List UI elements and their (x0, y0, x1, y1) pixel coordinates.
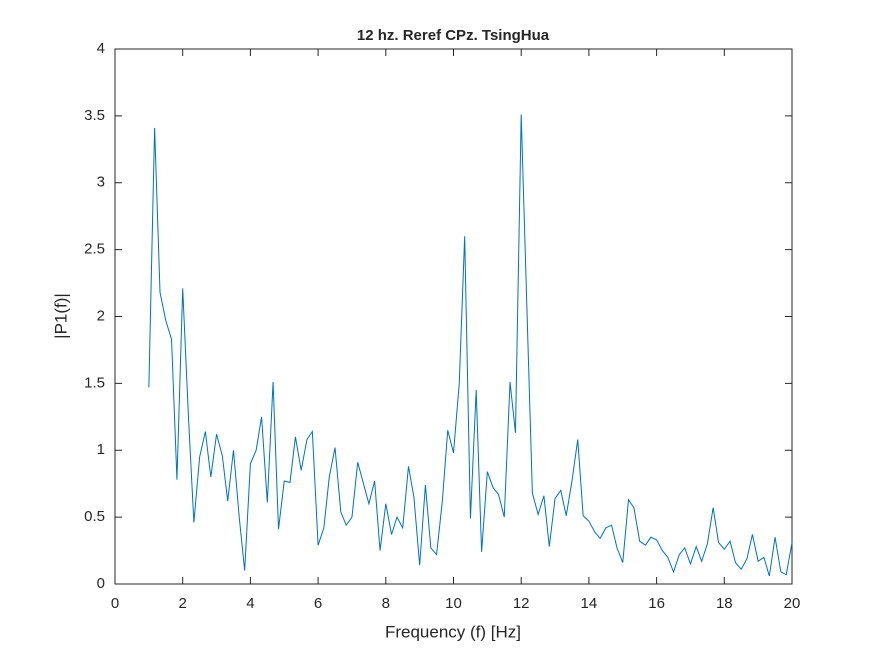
data-line (148, 114, 793, 577)
y-tick-label: 2.5 (84, 241, 105, 258)
x-tick-label: 0 (111, 595, 119, 612)
x-tick-label: 6 (314, 595, 322, 612)
x-tick-label: 20 (784, 595, 801, 612)
x-tick-label: 2 (179, 595, 187, 612)
y-tick-label: 3 (97, 174, 105, 191)
x-tick-label: 16 (648, 595, 665, 612)
x-axis-label: Frequency (f) [Hz] (385, 622, 521, 641)
y-tick-label: 1.5 (84, 374, 105, 391)
plot-area (114, 48, 793, 585)
x-tick-label: 14 (581, 595, 598, 612)
x-tick-label: 12 (513, 595, 530, 612)
x-tick-label: 10 (445, 595, 462, 612)
y-axis-label: |P1(f)| (51, 293, 70, 339)
x-tick-label: 18 (716, 595, 733, 612)
y-tick-label: 1 (97, 441, 105, 458)
y-tick-label: 0.5 (84, 508, 105, 525)
y-tick-label: 3.5 (84, 107, 105, 124)
x-tick-label: 8 (382, 595, 390, 612)
y-tick-label: 4 (97, 40, 105, 57)
y-tick-label: 0 (97, 575, 105, 592)
x-tick-label: 4 (246, 595, 254, 612)
y-tick-label: 2 (97, 307, 105, 324)
chart-title: 12 hz. Reref CPz. TsingHua (357, 27, 550, 44)
